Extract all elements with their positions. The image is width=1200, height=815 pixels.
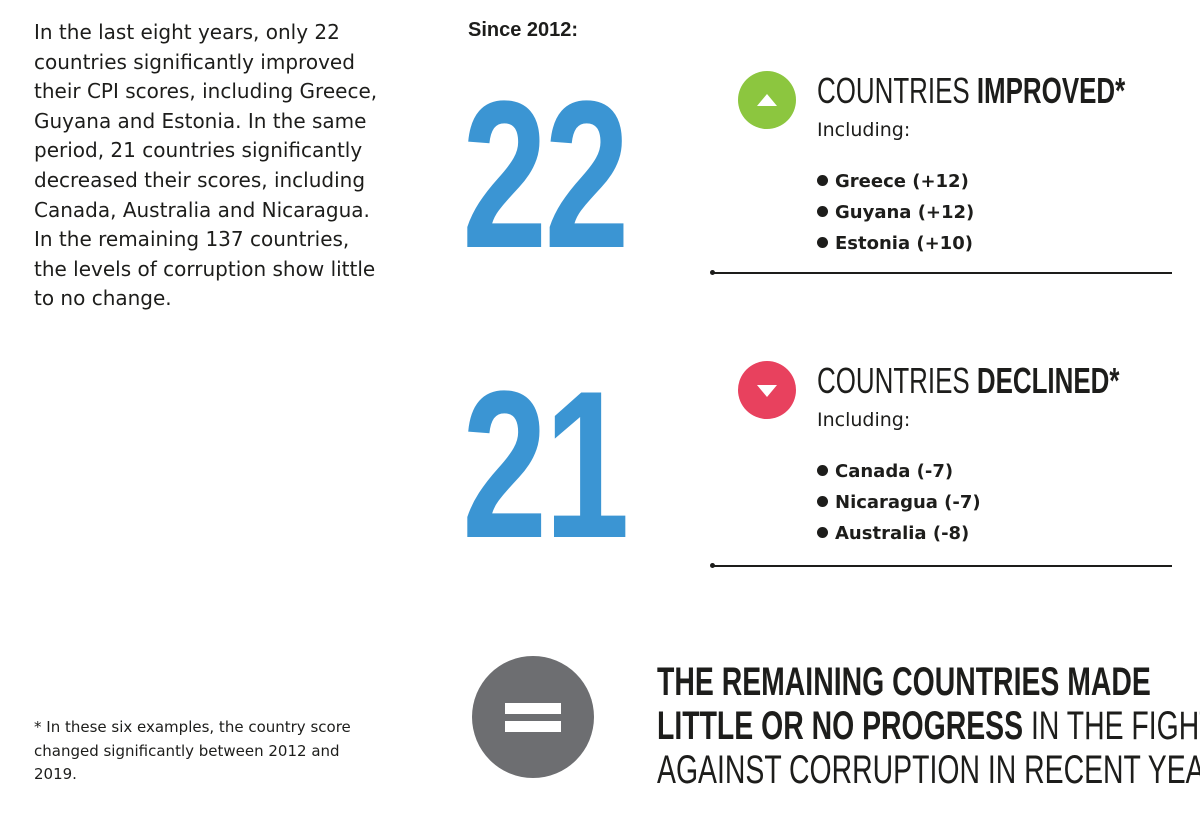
divider (710, 563, 1172, 568)
list-item: Estonia (+10) (817, 228, 974, 259)
remaining-statement: THE REMAINING COUNTRIES MADE LITTLE OR N… (657, 660, 1200, 792)
declined-country-list: Canada (-7) Nicaragua (-7) Australia (-8… (817, 456, 981, 549)
country-label: Australia (-8) (835, 523, 970, 544)
improved-title: COUNTRIES IMPROVED* (817, 73, 1125, 109)
remaining-emphasis: LITTLE OR NO PROGRESS (657, 704, 1024, 748)
country-label: Estonia (+10) (835, 233, 973, 254)
remaining-line-2-rest: IN THE FIGHT (1023, 704, 1200, 748)
remaining-line-3: AGAINST CORRUPTION IN RECENT YEARS (657, 748, 1200, 792)
since-label: Since 2012: (468, 19, 579, 41)
declined-title: COUNTRIES DECLINED* (817, 363, 1119, 399)
list-item: Nicaragua (-7) (817, 487, 981, 518)
remaining-line-1: THE REMAINING COUNTRIES MADE (657, 660, 1151, 704)
country-label: Canada (-7) (835, 461, 954, 482)
country-label: Nicaragua (-7) (835, 492, 981, 513)
divider (710, 270, 1172, 275)
improved-title-prefix: COUNTRIES (817, 70, 977, 111)
improved-country-list: Greece (+12) Guyana (+12) Estonia (+10) (817, 166, 974, 259)
footnote: * In these six examples, the country sco… (34, 718, 351, 783)
country-label: Guyana (+12) (835, 202, 975, 223)
bullet-icon (817, 496, 828, 507)
intro-paragraph: In the last eight years, only 22 countri… (34, 20, 378, 311)
declined-including-label: Including: (817, 409, 911, 431)
bullet-icon (817, 237, 828, 248)
bullet-icon (817, 465, 828, 476)
declined-count: 21 (462, 347, 630, 582)
list-item: Canada (-7) (817, 456, 981, 487)
list-item: Guyana (+12) (817, 197, 974, 228)
triangle-up-icon (738, 71, 796, 129)
bullet-icon (817, 527, 828, 538)
improved-title-emphasis: IMPROVED* (976, 70, 1126, 111)
declined-title-prefix: COUNTRIES (817, 360, 977, 401)
improved-including-label: Including: (817, 119, 911, 141)
equals-icon (472, 656, 594, 778)
remaining-line-2: LITTLE OR NO PROGRESS IN THE FIGHT (657, 704, 1200, 748)
improved-count: 22 (462, 57, 630, 292)
triangle-down-icon (738, 361, 796, 419)
declined-title-emphasis: DECLINED* (976, 360, 1120, 401)
bullet-icon (817, 175, 828, 186)
country-label: Greece (+12) (835, 171, 969, 192)
list-item: Greece (+12) (817, 166, 974, 197)
list-item: Australia (-8) (817, 518, 981, 549)
bullet-icon (817, 206, 828, 217)
